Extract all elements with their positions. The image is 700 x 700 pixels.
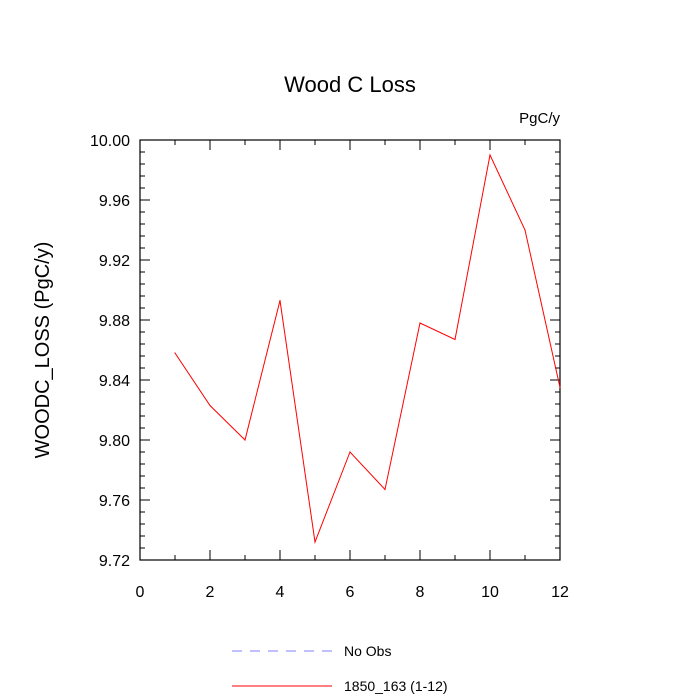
y-tick-label: 9.72	[99, 553, 130, 570]
x-tick-label: 4	[276, 584, 285, 601]
x-tick-label: 8	[416, 584, 425, 601]
data-point	[209, 404, 211, 407]
y-tick-label: 9.96	[99, 193, 130, 210]
data-point	[559, 386, 561, 389]
y-tick-label: 10.00	[90, 133, 130, 150]
data-point	[524, 229, 526, 231]
y-tick-label: 9.76	[99, 493, 130, 510]
y-tick-label: 9.88	[99, 313, 130, 330]
plot-frame	[139, 139, 561, 561]
legend-label: No Obs	[344, 643, 391, 659]
data-point	[349, 451, 351, 453]
legend-label: 1850_163 (1-12)	[344, 678, 448, 694]
axis-ticks	[139, 139, 561, 561]
data-point	[314, 541, 316, 543]
y-tick-label: 9.80	[99, 433, 130, 450]
y-axis-label: WOODC_LOSS (PgC/y)	[32, 242, 54, 459]
axis-tick-labels: 0 2 4 6 8 10 12 9.72 9.76 9.80 9.84 9.88 9.92 9.96 10.…	[90, 133, 569, 601]
units-label: PgC/y	[519, 110, 560, 127]
data-point	[384, 488, 386, 491]
chart-title: Wood C Loss	[284, 72, 416, 97]
x-tick-label: 12	[551, 584, 569, 601]
data-point	[419, 322, 421, 324]
series-layer	[174, 153, 561, 544]
data-point	[279, 299, 281, 302]
x-tick-label: 2	[206, 584, 215, 601]
legend: No Obs 1850_163 (1-12)	[232, 643, 448, 694]
x-tick-label: 10	[481, 584, 499, 601]
data-point	[244, 439, 246, 441]
data-point	[454, 338, 456, 341]
x-tick-label: 6	[346, 584, 355, 601]
data-point	[489, 154, 491, 156]
series-line	[174, 153, 561, 544]
x-tick-label: 0	[136, 584, 145, 601]
y-tick-label: 9.84	[99, 373, 130, 390]
y-tick-label: 9.92	[99, 253, 130, 270]
data-point	[174, 352, 176, 354]
